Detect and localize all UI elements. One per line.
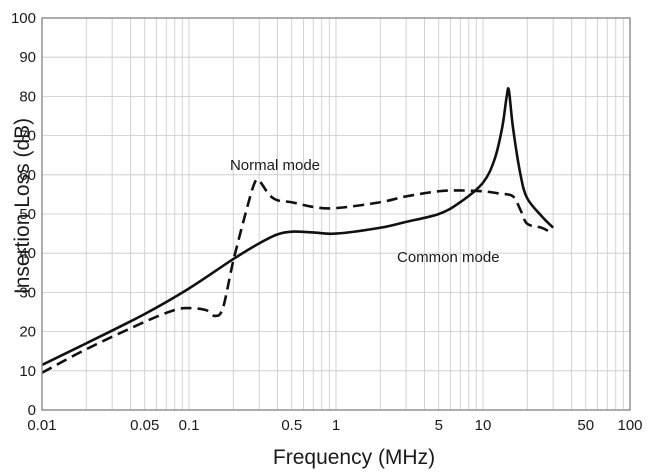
x-tick-label: 10 <box>475 417 492 434</box>
x-tick-label: 0.5 <box>281 417 302 434</box>
y-tick-label: 90 <box>19 49 36 66</box>
plot-frame <box>41 17 631 411</box>
y-tick-label: 80 <box>19 88 36 105</box>
y-tick-labels: 0 10 20 30 40 50 60 70 80 90 100 <box>11 10 36 419</box>
x-tick-label: 0.01 <box>27 417 56 434</box>
y-tick-label: 30 <box>19 284 36 301</box>
x-tick-label: 50 <box>577 417 594 434</box>
x-tick-label: 0.1 <box>179 417 200 434</box>
x-tick-label: 100 <box>617 417 642 434</box>
y-tick-label: 70 <box>19 128 36 145</box>
x-tick-label: 0.05 <box>130 417 159 434</box>
y-axis-title: Insertion Loss (dB) <box>11 118 34 294</box>
y-tick-label: 10 <box>19 363 36 380</box>
grid <box>42 18 630 410</box>
y-tick-label: 60 <box>19 167 36 184</box>
normal-mode-annotation: Normal mode <box>230 157 320 174</box>
y-tick-label: 20 <box>19 324 36 341</box>
x-tick-labels: 0.01 0.05 0.1 0.5 1 5 10 50 100 <box>27 417 642 434</box>
y-tick-label: 50 <box>19 206 36 223</box>
series-lines <box>41 87 555 374</box>
common-mode-annotation: Common mode <box>397 249 500 266</box>
x-axis-title: Frequency (MHz) <box>273 446 435 469</box>
y-tick-label: 100 <box>11 10 36 27</box>
x-tick-label: 5 <box>435 417 443 434</box>
common-mode-line <box>41 87 555 367</box>
y-tick-label: 0 <box>28 402 36 419</box>
normal-mode-line <box>41 178 554 374</box>
x-tick-label: 1 <box>332 417 340 434</box>
y-tick-label: 40 <box>19 245 36 262</box>
